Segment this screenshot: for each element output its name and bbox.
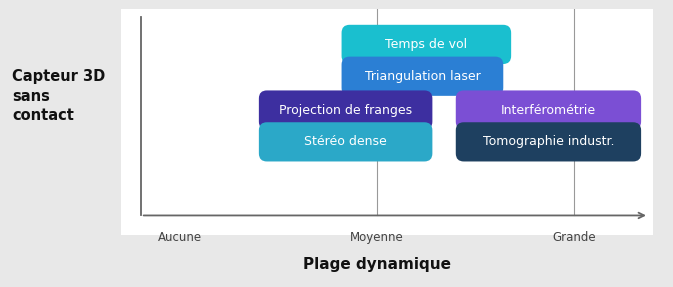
Text: Aucune: Aucune (158, 230, 203, 244)
FancyBboxPatch shape (456, 122, 641, 162)
FancyBboxPatch shape (259, 122, 432, 162)
Text: Triangulation laser: Triangulation laser (365, 70, 481, 83)
FancyBboxPatch shape (121, 9, 653, 235)
Text: Grande: Grande (553, 230, 596, 244)
Text: Temps de vol: Temps de vol (386, 38, 468, 51)
Text: Capteur 3D
sans
contact: Capteur 3D sans contact (12, 69, 106, 123)
Text: Tomographie industr.: Tomographie industr. (483, 135, 614, 148)
Text: Interférométrie: Interférométrie (501, 104, 596, 117)
Text: Stéréo dense: Stéréo dense (304, 135, 387, 148)
Text: Moyenne: Moyenne (350, 230, 404, 244)
Text: Projection de franges: Projection de franges (279, 104, 412, 117)
FancyBboxPatch shape (342, 57, 503, 96)
FancyBboxPatch shape (259, 90, 432, 130)
FancyBboxPatch shape (456, 90, 641, 130)
Text: Plage dynamique: Plage dynamique (303, 257, 451, 272)
FancyBboxPatch shape (342, 25, 511, 64)
